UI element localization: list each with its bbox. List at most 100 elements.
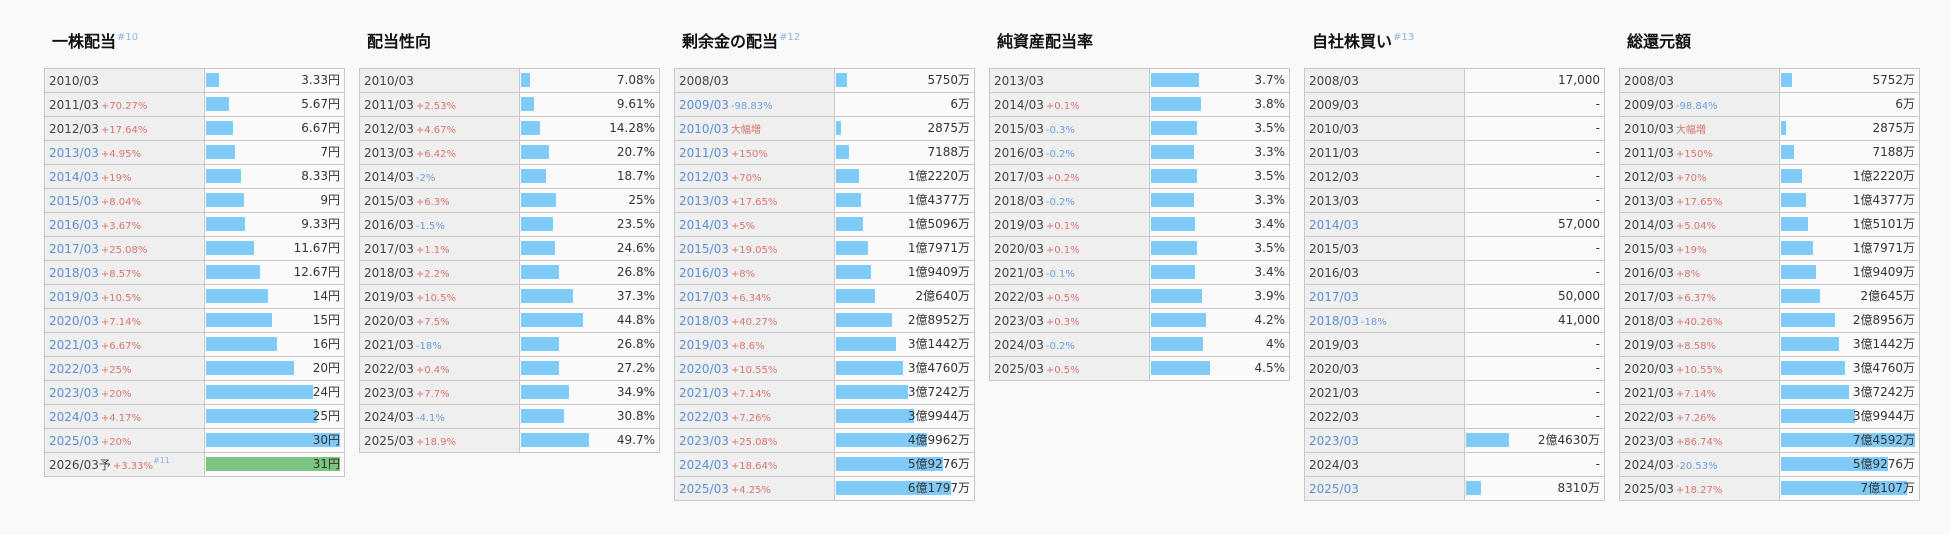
value-bar (521, 265, 559, 279)
value-cell: 3.5% (1149, 236, 1290, 261)
value-cell: 27.2% (519, 356, 660, 381)
year-label[interactable]: 2023/03 (679, 433, 729, 448)
year-label[interactable]: 2018/03 (1309, 313, 1359, 328)
year-label[interactable]: 2017/03 (679, 289, 729, 304)
value-cell: 2億4630万 (1464, 428, 1605, 453)
year-cell: 2020/03 +10.55% (1619, 356, 1780, 381)
change-value: +1.1% (415, 244, 450, 256)
table-row: 2018/03 +40.27% 2億8952万 (674, 308, 975, 333)
table-row: 2018/03 -0.2% 3.3% (989, 188, 1290, 213)
year-label[interactable]: 2009/03 (679, 97, 729, 112)
table-row: 2011/03 +150% 7188万 (1619, 140, 1920, 165)
year-label[interactable]: 2021/03 (49, 337, 99, 352)
value-bar (1151, 313, 1206, 327)
change-value: +4.17% (100, 412, 142, 424)
year-label[interactable]: 2018/03 (49, 265, 99, 280)
value-bar (1151, 73, 1199, 87)
value-bar (521, 313, 583, 327)
value-text: 3億9944万 (1852, 409, 1915, 423)
value-bar (1466, 433, 1509, 447)
year-label: 2011/03 (49, 97, 99, 112)
year-label[interactable]: 2020/03 (679, 361, 729, 376)
year-cell: 2022/03 +0.5% (989, 284, 1150, 309)
year-cell: 2010/03 (44, 68, 205, 93)
year-label[interactable]: 2025/03 (679, 481, 729, 496)
year-label: 2020/03 (364, 313, 414, 328)
year-label[interactable]: 2010/03 (679, 122, 729, 136)
footnote-link[interactable]: #10 (117, 32, 139, 43)
year-label[interactable]: 2017/03 (49, 241, 99, 256)
year-label: 2018/03 (994, 193, 1044, 208)
year-label[interactable]: 2022/03 (679, 409, 729, 424)
change-value: +19.05% (730, 244, 778, 256)
change-value: +0.1% (1045, 220, 1080, 232)
change-value: +8.6% (730, 340, 765, 352)
change-value: +7.14% (730, 388, 772, 400)
year-label[interactable]: 2019/03 (679, 337, 729, 352)
table-row: 2024/03 - (1304, 452, 1605, 477)
year-label[interactable]: 2012/03 (679, 169, 729, 184)
year-label[interactable]: 2016/03 (49, 217, 99, 232)
year-label[interactable]: 2018/03 (679, 313, 729, 328)
year-label[interactable]: 2015/03 (49, 193, 99, 208)
year-cell: 2024/03 -0.2% (989, 332, 1150, 357)
year-label[interactable]: 2013/03 (679, 193, 729, 208)
value-text: 25円 (312, 409, 340, 423)
change-value: +6.34% (730, 292, 772, 304)
value-cell: 18.7% (519, 164, 660, 189)
value-bar (206, 457, 340, 471)
year-label[interactable]: 2014/03 (49, 169, 99, 184)
value-cell: 14円 (204, 284, 345, 309)
value-bar (836, 433, 927, 447)
year-label: 2008/03 (1309, 73, 1359, 88)
footnote-link[interactable]: #12 (779, 32, 801, 43)
value-cell: 5752万 (1779, 68, 1920, 93)
year-label[interactable]: 2017/03 (1309, 289, 1359, 304)
change-value: -20.53% (1675, 460, 1718, 472)
year-label: 2020/03 (994, 241, 1044, 256)
change-value: +0.5% (1045, 364, 1080, 376)
year-cell: 2008/03 (1619, 68, 1780, 93)
year-label[interactable]: 2025/03 (1309, 481, 1359, 496)
year-label: 2017/03 (364, 241, 414, 256)
year-label[interactable]: 2015/03 (679, 241, 729, 256)
panel-title: 剰余金の配当#12 (682, 30, 975, 54)
change-value: +86.74% (1675, 436, 1723, 448)
footnote-link[interactable]: #13 (1393, 32, 1415, 43)
year-cell: 2024/03 -4.1% (359, 404, 520, 429)
year-label[interactable]: 2014/03 (1309, 217, 1359, 232)
value-bar (521, 433, 589, 447)
value-bar (206, 289, 268, 303)
year-label[interactable]: 2024/03 (679, 457, 729, 472)
value-cell: 4億9962万 (834, 428, 975, 453)
year-label[interactable]: 2011/03 (679, 145, 729, 160)
year-label[interactable]: 2023/03 (49, 385, 99, 400)
year-cell: 2021/03 +7.14% (1619, 380, 1780, 405)
value-cell: 30円 (204, 428, 345, 453)
year-label[interactable]: 2025/03 (49, 433, 99, 448)
year-label[interactable]: 2014/03 (679, 217, 729, 232)
value-cell: 30.8% (519, 404, 660, 429)
footnote-link[interactable]: #11 (153, 456, 170, 465)
table-row: 2021/03 +7.14% 3億7242万 (1619, 380, 1920, 405)
year-cell: 2016/03 +8% (1619, 260, 1780, 285)
year-label: 2014/03 (994, 97, 1044, 112)
year-cell: 2013/03 +17.65% (1619, 188, 1780, 213)
year-label[interactable]: 2020/03 (49, 313, 99, 328)
year-cell: 2022/03 +7.26% (674, 404, 835, 429)
table-row: 2022/03 - (1304, 404, 1605, 429)
year-label[interactable]: 2013/03 (49, 145, 99, 160)
year-label[interactable]: 2023/03 (1309, 433, 1359, 448)
year-label[interactable]: 2021/03 (679, 385, 729, 400)
value-text: 1億7971万 (907, 241, 970, 255)
value-cell: 4.5% (1149, 356, 1290, 381)
value-text: 7.08% (616, 73, 655, 87)
value-cell: 7.08% (519, 68, 660, 93)
value-text: - (1595, 361, 1600, 375)
year-label[interactable]: 2019/03 (49, 289, 99, 304)
year-label[interactable]: 2024/03 (49, 409, 99, 424)
year-cell: 2015/03 (1304, 236, 1465, 261)
year-label[interactable]: 2022/03 (49, 361, 99, 376)
data-table: 2010/03 3.33円 2011/03 +70.27% 5.67円 2012/03 +1… (44, 68, 345, 477)
year-label[interactable]: 2016/03 (679, 265, 729, 280)
